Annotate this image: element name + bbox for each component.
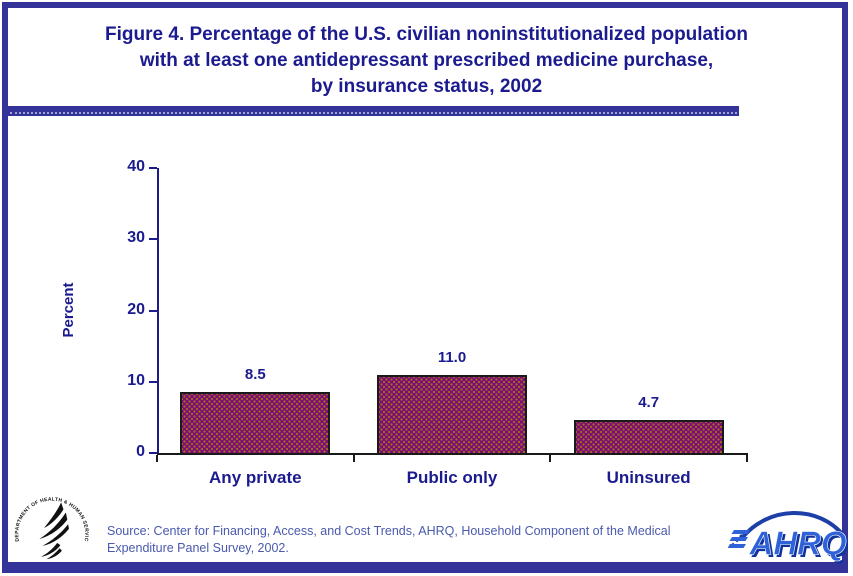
bar: [573, 419, 724, 455]
category-label: Uninsured: [606, 468, 691, 487]
title-divider-bar: [8, 106, 739, 116]
ahrq-logo-text: AHRQ: [749, 525, 847, 562]
hhs-department-logo: DEPARTMENT OF HEALTH & HUMAN SERVICES • …: [12, 493, 89, 560]
bar: [377, 374, 527, 455]
y-tick-mark: [149, 452, 157, 454]
ahrq-swoosh-arc: [740, 511, 846, 540]
figure-title: Figure 4. Percentage of the U.S. civilia…: [24, 22, 829, 100]
bar-value-label: 8.5: [244, 366, 266, 384]
svg-text:DEPARTMENT OF HEALTH & HUMAN S: DEPARTMENT OF HEALTH & HUMAN SERVICES • …: [12, 493, 89, 542]
y-tick-mark: [149, 167, 157, 169]
y-tick-mark: [149, 238, 157, 241]
x-tick-mark: [156, 455, 158, 462]
y-tick-label: 40: [127, 158, 145, 175]
y-tick-mark: [149, 380, 157, 383]
y-tick-label: 10: [127, 371, 145, 389]
y-axis-line: [157, 168, 159, 455]
bar: [180, 392, 331, 455]
ahrq-speed-lines: [728, 530, 750, 548]
bar-value-label: 11.0: [437, 348, 467, 366]
y-tick-mark: [149, 309, 157, 312]
category-label: Public only: [406, 468, 498, 487]
y-tick-label: 30: [127, 229, 145, 247]
ahrq-logo: AHRQ AHRQ: [728, 511, 848, 564]
figure-title-line2: with at least one antidepressant prescri…: [139, 50, 714, 71]
y-tick-label: 20: [127, 300, 145, 318]
bar-value-label: 4.7: [638, 393, 660, 411]
x-tick-mark: [549, 455, 552, 462]
title-divider-dots: [10, 112, 737, 114]
figure-title-line3: by insurance status, 2002: [310, 76, 543, 97]
source-citation: Source: Center for Financing, Access, an…: [107, 524, 671, 555]
hhs-eagle-icon: [39, 502, 69, 560]
category-label: Any private: [209, 468, 302, 487]
y-tick-label: 0: [136, 443, 145, 460]
y-axis-title: Percent: [60, 282, 77, 338]
figure-title-line1: Figure 4. Percentage of the U.S. civilia…: [105, 24, 748, 45]
ahrq-logo-text-shadow: AHRQ: [751, 527, 848, 564]
x-tick-mark: [746, 455, 748, 462]
x-tick-mark: [352, 455, 355, 462]
hhs-logo-circular-text: DEPARTMENT OF HEALTH & HUMAN SERVICES • …: [12, 493, 89, 542]
